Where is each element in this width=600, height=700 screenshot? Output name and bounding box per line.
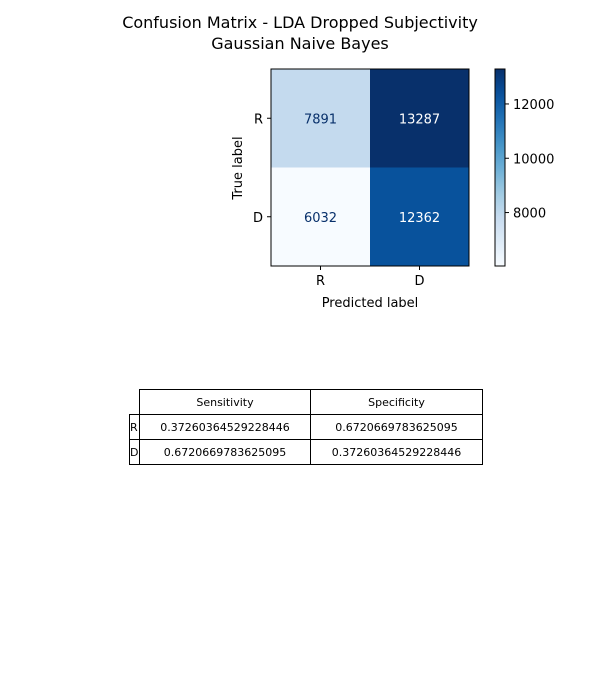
x-tick-label: R [316,274,325,289]
chart-title: Confusion Matrix - LDA Dropped Subjectiv… [122,13,478,32]
table-corner [130,390,140,415]
table-header-row: Sensitivity Specificity [130,389,483,415]
column-header-sensitivity: Sensitivity [139,389,311,415]
colorbar-tick-label: 10000 [513,152,554,167]
heatmap-cell-value: 7891 [304,112,337,127]
colorbar-gradient [494,68,506,267]
heatmap-cell-value: 13287 [399,112,440,127]
table-row: D 0.6720669783625095 0.37260364529228446 [129,439,483,465]
table-cell: 0.6720669783625095 [310,414,483,440]
table-cell: 0.37260364529228446 [310,439,483,465]
heatmap-cell-value: 6032 [304,211,337,226]
row-label: D [129,439,140,465]
y-axis-label: True label [231,136,246,200]
plot-frame [270,68,470,267]
table-row: R 0.37260364529228446 0.6720669783625095 [129,414,483,440]
x-axis-label: Predicted label [322,296,419,311]
metrics-table: Sensitivity Specificity R 0.372603645292… [129,389,483,465]
heatmap-cell-value: 12362 [399,211,440,226]
table-cell: 0.37260364529228446 [139,414,311,440]
heatmap-cell-R-D [370,69,469,168]
colorbar: 8000 10000 12000 [494,68,554,267]
colorbar-tick-label: 12000 [513,98,554,113]
colorbar-tick-label: 8000 [513,207,546,222]
y-tick-label: R [254,112,263,127]
heatmap-cell-R-R [271,69,370,168]
chart-subtitle: Gaussian Naive Bayes [211,34,389,53]
table-cell: 0.6720669783625095 [139,439,311,465]
x-tick-label: D [414,274,424,289]
row-label: R [129,414,140,440]
column-header-specificity: Specificity [310,389,483,415]
y-tick-label: D [253,211,263,226]
heatmap-cell-D-D [370,167,469,266]
heatmap-plot: 7891 13287 6032 12362 R D R D [253,68,470,289]
heatmap-cell-D-R [271,167,370,266]
